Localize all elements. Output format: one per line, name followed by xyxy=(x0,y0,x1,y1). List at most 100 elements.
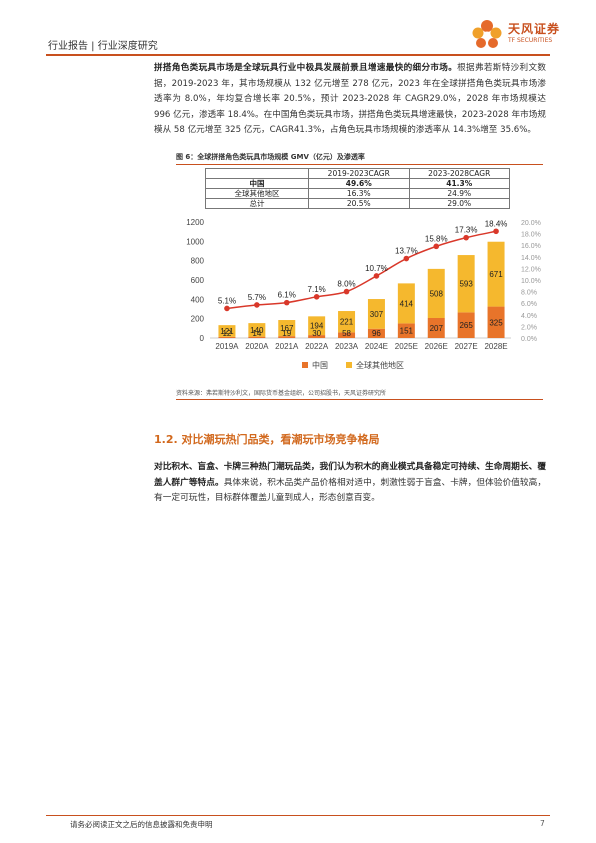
penetration-point xyxy=(433,243,440,250)
bar-other xyxy=(457,255,475,313)
x-tick-label: 2025E xyxy=(395,342,418,351)
bar-other xyxy=(308,316,326,336)
bar-other xyxy=(278,320,296,337)
figure-title-divider xyxy=(176,164,543,165)
figure-source: 资料来源：弗若斯特沙利文，国际货币基金组织，公司招股书，天风证券研究所 xyxy=(176,390,387,397)
flower-icon xyxy=(472,20,502,48)
table-cell: 16.3% xyxy=(308,188,410,199)
y-tick-label: 200 xyxy=(191,315,205,324)
data-label-china: 151 xyxy=(400,327,414,336)
footer-divider xyxy=(46,815,550,816)
bar-china xyxy=(397,323,415,338)
y2-tick-label: 2.0% xyxy=(521,324,537,331)
bar-other xyxy=(427,268,445,318)
bar-china xyxy=(218,336,236,338)
page-header: 行业报告 | 行业深度研究 天风证券 TF SECURITIES xyxy=(0,0,596,60)
x-tick-label: 2019A xyxy=(215,342,239,351)
bar-other xyxy=(248,323,266,337)
table-cell: 总计 xyxy=(205,198,309,209)
logo-text-en: TF SECURITIES xyxy=(508,37,553,44)
x-tick-label: 2028E xyxy=(484,342,507,351)
y2-tick-label: 4.0% xyxy=(521,313,537,320)
table-cell: 41.3% xyxy=(408,178,510,189)
table-row: 总计 20.5% 29.0% xyxy=(205,198,510,209)
table-cell: 24.9% xyxy=(408,188,510,199)
data-label-china: 207 xyxy=(430,324,444,333)
table-header-row: 2019-2023CAGR 2023-2028CAGR xyxy=(205,168,510,179)
penetration-point xyxy=(313,294,320,300)
table-header-cell: 2019-2023CAGR xyxy=(308,168,410,179)
penetration-point xyxy=(343,288,350,295)
penetration-label: 15.8% xyxy=(425,234,448,243)
y2-tick-label: 0.0% xyxy=(521,336,537,343)
penetration-line xyxy=(226,230,497,310)
penetration-label: 6.1% xyxy=(278,291,296,300)
data-label-other: 414 xyxy=(400,299,414,308)
penetration-label: 5.7% xyxy=(248,293,266,302)
page-number: 7 xyxy=(540,819,545,828)
table-header-cell: 2023-2028CAGR xyxy=(408,168,510,179)
bar-other xyxy=(397,283,415,324)
data-label-other: 167 xyxy=(280,324,294,333)
penetration-point xyxy=(373,273,380,279)
section-text: 具体来说，积木品类产品价格相对适中，刺激性弱于盲盒、卡牌，但体验价值较高，有一定… xyxy=(154,477,547,504)
y-tick-label: 800 xyxy=(191,257,205,266)
data-label-china: 30 xyxy=(312,329,321,338)
penetration-label: 13.7% xyxy=(395,247,418,256)
data-label-other: 140 xyxy=(250,326,264,335)
source-divider xyxy=(176,399,543,400)
market-size-chart: 0 200 400 600 800 1000 1200 0.0% 2.0% 4.0% 6.0% 8.0… xyxy=(186,218,541,370)
bar-china xyxy=(338,332,356,338)
data-label-other: 508 xyxy=(430,289,444,298)
x-tick-label: 2023A xyxy=(335,342,359,351)
data-label-china: 19 xyxy=(282,329,291,338)
bar-other xyxy=(218,325,236,337)
penetration-label: 10.7% xyxy=(365,264,388,273)
data-label-china: 58 xyxy=(342,329,351,338)
table-cell: 20.5% xyxy=(308,198,410,209)
breadcrumb: 行业报告 | 行业深度研究 xyxy=(48,41,158,52)
intro-bold: 拼搭角色类玩具市场是全球玩具行业中极具发展前景且增速最快的细分市场。 xyxy=(154,63,458,73)
x-tick-label: 2020A xyxy=(245,342,269,351)
penetration-label: 8.0% xyxy=(337,280,355,289)
data-label-other: 121 xyxy=(220,327,234,336)
y2-tick-label: 20.0% xyxy=(521,220,541,227)
y2-tick-label: 12.0% xyxy=(521,266,541,273)
y2-tick-label: 16.0% xyxy=(521,243,541,250)
bar-other xyxy=(338,311,356,333)
table-cell: 中国 xyxy=(205,178,309,189)
y2-tick-label: 6.0% xyxy=(521,301,537,308)
bar-other xyxy=(487,241,505,307)
x-tick-label: 2022A xyxy=(305,342,329,351)
data-label-other: 307 xyxy=(370,310,384,319)
penetration-point xyxy=(254,302,260,308)
penetration-point xyxy=(283,299,290,306)
company-logo: 天风证券 TF SECURITIES xyxy=(470,18,560,52)
penetration-point xyxy=(224,305,230,312)
table-cell: 49.6% xyxy=(308,178,410,189)
bar-china xyxy=(367,328,385,338)
table-header-cell xyxy=(205,168,309,179)
y-tick-label: 0 xyxy=(200,334,205,343)
y2-tick-label: 8.0% xyxy=(521,290,537,297)
table-cell: 29.0% xyxy=(408,198,510,209)
x-tick-label: 2027E xyxy=(455,342,478,351)
intro-paragraph: 拼搭角色类玩具市场是全球玩具行业中极具发展前景且增速最快的细分市场。根据弗若斯特… xyxy=(154,61,546,139)
data-label-other: 221 xyxy=(340,318,354,327)
bar-china xyxy=(487,306,505,338)
data-label-china: 325 xyxy=(489,318,503,327)
table-row: 全球其他地区 16.3% 24.9% xyxy=(205,188,510,199)
bar-china xyxy=(248,336,266,338)
y2-tick-label: 18.0% xyxy=(521,232,541,239)
figure-title: 图 6：全球拼搭角色类玩具市场规模 GMV（亿元）及渗透率 xyxy=(176,153,365,161)
data-label-other: 671 xyxy=(489,270,503,279)
bar-china xyxy=(278,336,296,338)
y2-tick-label: 14.0% xyxy=(521,255,541,262)
y2-tick-label: 10.0% xyxy=(521,278,541,285)
x-tick-label: 2024E xyxy=(365,342,388,351)
data-label-china: 14 xyxy=(252,329,261,338)
legend-swatch-other xyxy=(346,362,352,368)
y-tick-label: 600 xyxy=(191,276,205,285)
bar-china xyxy=(427,317,445,338)
intro-text: 根据弗若斯特沙利文数据，2019-2023 年，其市场规模从 132 亿元增至 … xyxy=(154,63,546,136)
